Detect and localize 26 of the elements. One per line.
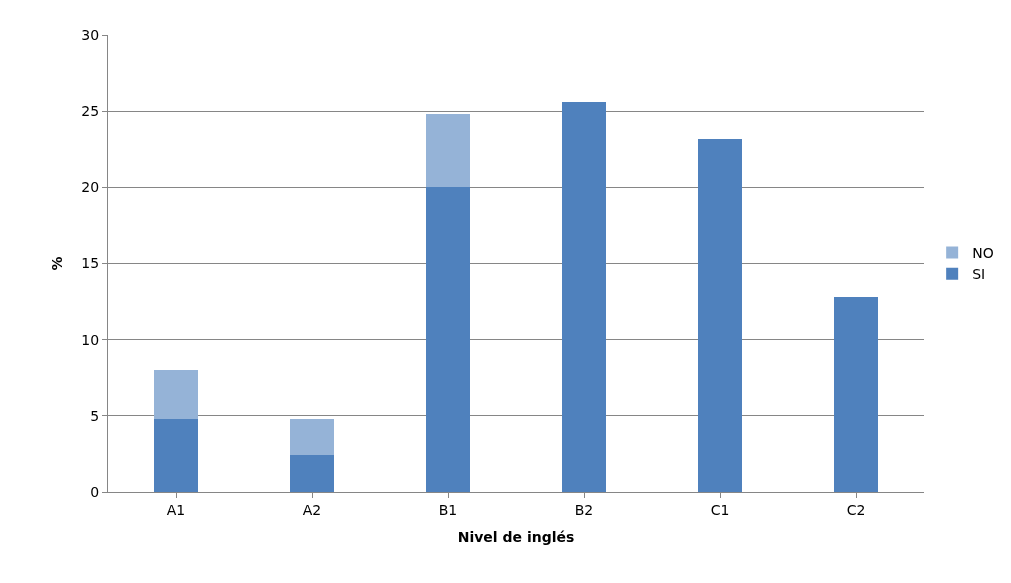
bar	[290, 418, 334, 456]
y-tick-label: 20	[81, 179, 100, 196]
y-axis-title: %	[48, 256, 65, 271]
y-tick-label: 5	[90, 407, 100, 424]
y-tick-label: 10	[81, 331, 100, 348]
y-tick-label: 25	[81, 103, 100, 120]
bar	[834, 297, 878, 492]
legend-label: NO	[972, 245, 994, 262]
y-tick-label: 0	[90, 483, 100, 500]
x-axis-title: Nivel de inglés	[457, 529, 575, 546]
bar	[562, 102, 606, 492]
x-tick-label: B2	[574, 501, 594, 518]
x-tick-label: C1	[710, 501, 730, 518]
y-tick-label: 15	[81, 255, 100, 272]
y-tick-label: 30	[81, 26, 100, 43]
x-tick-label: B1	[438, 501, 458, 518]
legend-label: SI	[972, 266, 986, 283]
bar	[698, 138, 742, 492]
bar	[290, 455, 334, 492]
bar	[154, 370, 198, 419]
x-tick-label: C2	[846, 501, 866, 518]
bar	[426, 114, 470, 188]
x-tick-label: A1	[166, 501, 186, 518]
bar	[426, 187, 470, 492]
bar	[154, 418, 198, 492]
x-tick-label: A2	[302, 501, 322, 518]
